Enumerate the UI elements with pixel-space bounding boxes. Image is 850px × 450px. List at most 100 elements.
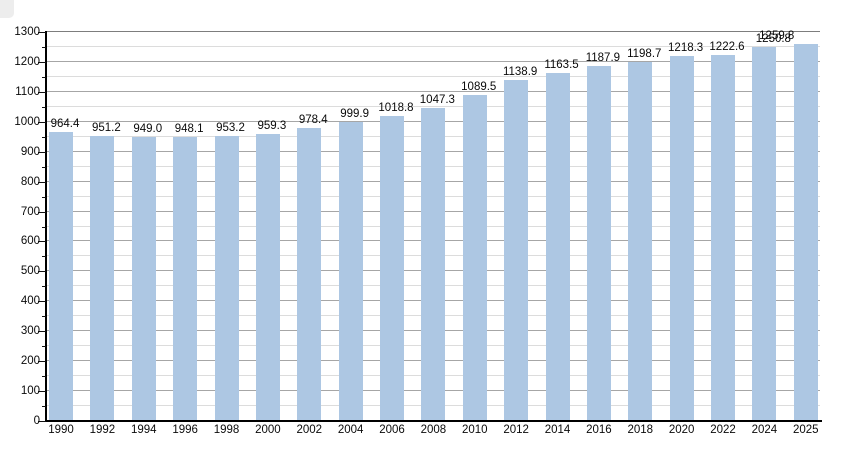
y-major-tick: [38, 151, 46, 153]
y-major-tick: [38, 331, 46, 333]
bar-value-label: 1138.9: [502, 66, 538, 79]
y-major-tick: [38, 61, 46, 63]
minor-gridline: [47, 75, 820, 77]
x-axis-tick-label: 2004: [337, 424, 364, 440]
x-axis-tick-label-text: 2014: [544, 424, 571, 436]
x-axis-tick-label: 1996: [172, 424, 198, 440]
y-axis-tick-label: 200: [20, 355, 40, 368]
y-axis-tick-label: 700: [20, 205, 40, 218]
bar-value-label: 1222.6: [709, 41, 745, 54]
x-axis-tick-label: 2016: [586, 424, 612, 440]
y-axis-tick-label: 300: [20, 325, 40, 338]
bar-2004: 999.9: [338, 108, 369, 421]
bar-value-label: 953.2: [216, 121, 245, 134]
y-axis-tick-label: 900: [20, 145, 40, 158]
y-axis-tick-label: 1000: [14, 115, 40, 128]
y-major-tick: [38, 391, 46, 393]
y-minor-tick: [42, 226, 46, 228]
y-major-tick: [38, 361, 46, 363]
x-axis-tick-label: 1990: [48, 424, 74, 440]
y-minor-tick: [42, 346, 46, 348]
y-minor-tick: [42, 166, 46, 168]
x-axis-tick-label: 2020: [668, 424, 695, 440]
y-axis-tick-label: 800: [20, 175, 40, 188]
y-minor-tick: [42, 316, 46, 318]
y-minor-tick: [42, 256, 46, 258]
bar-2025: 1259.8: [759, 30, 818, 421]
y-minor-tick: [42, 76, 46, 78]
bars-container: 964.4 951.2 949.0 948.1 953.2 959.3 978.4 999.9…: [47, 30, 820, 421]
minor-gridline: [47, 45, 820, 47]
bar-2024: 1250.8: [752, 33, 791, 421]
x-axis-tick-label: 1994: [131, 424, 157, 440]
bar-2020: 1218.3: [668, 42, 703, 421]
corner-artifact: [0, 0, 14, 18]
bar-2016: 1187.9: [586, 52, 620, 421]
y-minor-tick: [42, 286, 46, 288]
bar-1994: 949.0: [131, 123, 162, 421]
bar-value-label: 951.2: [91, 122, 121, 135]
y-minor-tick: [42, 406, 46, 408]
bar-2010: 1089.5: [461, 81, 496, 421]
x-axis-tick-label-text: 2020: [668, 424, 695, 436]
x-axis-tick-label-text: 2022: [710, 424, 736, 436]
bar-value-label: 1018.8: [378, 102, 414, 115]
x-axis-tick-label-text: 1990: [48, 424, 74, 436]
y-minor-tick: [42, 376, 46, 378]
y-axis-tick-label: 400: [20, 295, 40, 308]
y-axis-tick-label: 1200: [14, 55, 40, 68]
y-axis-tick-label: 1100: [15, 85, 40, 98]
y-major-tick: [38, 91, 46, 93]
bar-value-label: 978.4: [298, 114, 328, 127]
bar-value-label: 959.3: [257, 119, 287, 132]
x-axis-tick-label-text: 2012: [503, 424, 529, 436]
bar-value-label: 949.0: [133, 123, 163, 135]
x-axis-tick-label: 2025: [793, 424, 819, 440]
x-axis-tick-label-text: 2002: [296, 424, 323, 436]
bar-value-label: 1163.5: [544, 58, 579, 71]
x-axis-tick-label: 2014: [544, 424, 571, 440]
x-axis-tick-label-text: 2018: [627, 424, 654, 436]
y-axis-line: [45, 31, 47, 421]
bar-value-label: 1089.5: [461, 81, 497, 93]
y-minor-tick: [42, 196, 46, 198]
y-minor-tick: [42, 136, 46, 138]
bar-value-label: 1198.7: [627, 48, 662, 61]
x-axis-tick-label: 2022: [710, 424, 736, 440]
bar-value-label: 1250.8: [755, 32, 791, 45]
x-axis-tick-label: 2012: [503, 424, 529, 440]
x-axis-tick-label-text: 2000: [255, 424, 281, 436]
x-axis-tick-label-text: 2004: [337, 424, 364, 436]
bar-value-label: 1218.3: [668, 42, 704, 55]
y-minor-tick: [42, 46, 46, 48]
x-axis-tick-label-text: 2010: [461, 424, 488, 436]
y-major-tick: [38, 121, 46, 123]
major-gridline: [47, 90, 820, 92]
x-axis-tick-label-text: 2006: [379, 424, 405, 436]
bar-2008: 1047.3: [420, 94, 455, 421]
y-major-tick: [38, 301, 46, 303]
x-axis-tick-label-text: 1996: [172, 424, 198, 436]
y-minor-tick: [42, 106, 46, 108]
bar-value-label: 1259.8: [759, 30, 795, 42]
bar-value-label: 964.4: [50, 118, 80, 131]
y-major-tick: [38, 181, 46, 183]
x-axis-line: [45, 420, 822, 422]
bar-value-label: 1187.9: [585, 51, 621, 64]
bar-2018: 1198.7: [627, 48, 661, 421]
bar-1992: 951.2: [90, 122, 121, 421]
bar-2006: 1018.8: [378, 102, 414, 421]
x-axis-tick-label-text: 2016: [586, 424, 612, 436]
y-axis-tick-label: 600: [20, 235, 40, 248]
bar-1998: 953.2: [214, 122, 245, 421]
bar-1990: 964.4: [49, 118, 79, 421]
x-axis-tick-label: 1998: [213, 424, 240, 440]
bar-2012: 1138.9: [503, 66, 537, 421]
plot-area: 964.4 951.2 949.0 948.1 953.2 959.3 978.4 999.9…: [47, 30, 820, 421]
bar-value-label: 1047.3: [419, 93, 455, 106]
bar-2022: 1222.6: [709, 41, 745, 421]
bar-2000: 959.3: [255, 120, 286, 421]
x-axis-tick-label-text: 1998: [213, 424, 240, 436]
x-axis-tick-label: 2018: [627, 424, 654, 440]
